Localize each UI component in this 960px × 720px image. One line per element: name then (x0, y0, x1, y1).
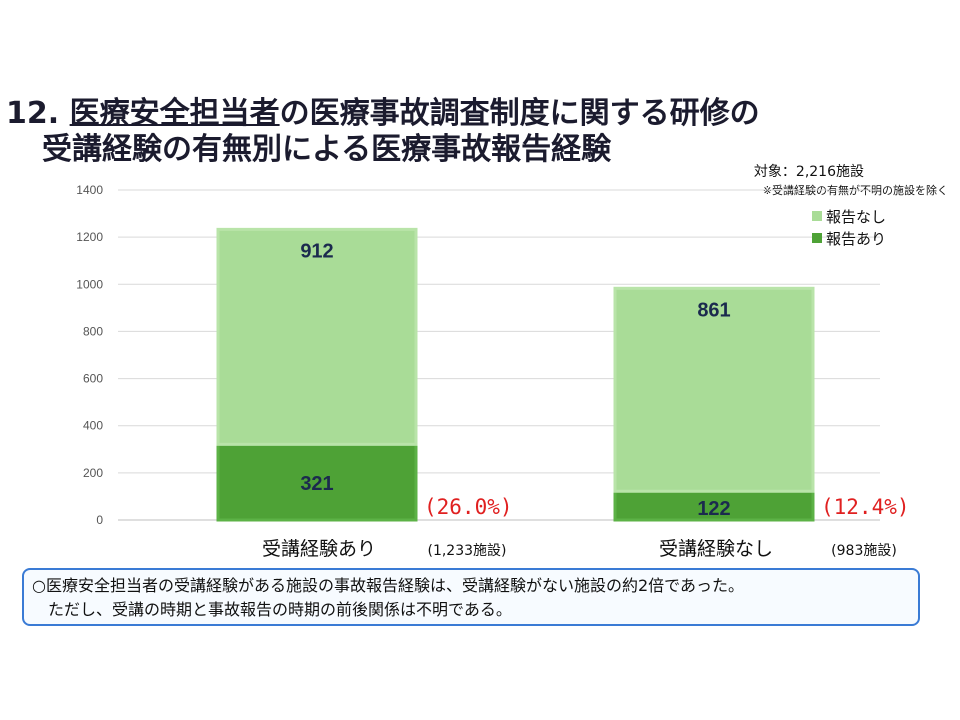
category-label: 受講経験あり (262, 538, 376, 560)
conclusion-line1: ○医療安全担当者の受講経験がある施設の事故報告経験は、受講経験がない施設の約2倍… (32, 576, 744, 595)
bar-segment-report-none (216, 227, 418, 446)
title-underlined: 医療安全担当者 (69, 96, 280, 131)
conclusion-box: ○医療安全担当者の受講経験がある施設の事故報告経験は、受講経験がない施設の約2倍… (22, 568, 920, 626)
chart-subtitle: 対象：2,216施設 (753, 164, 864, 180)
y-tick-label: 1400 (76, 183, 103, 197)
legend-label: 報告なし (826, 208, 886, 226)
bars (216, 227, 815, 522)
bar-segment-report-yes (216, 442, 418, 522)
category-count: (1,233施設) (427, 543, 506, 559)
category-labels: 受講経験あり (1,233施設) 受講経験なし (983施設) (262, 538, 897, 560)
y-tick-label: 1000 (76, 277, 103, 291)
conclusion-line2: ただし、受講の時期と事故報告の時期の前後関係は不明である。 (48, 600, 512, 619)
percent-label: (12.4%) (821, 495, 910, 519)
data-label-report-none: 861 (697, 299, 730, 321)
data-label-report-yes: 321 (300, 473, 333, 495)
title-line1-rest: の医療事故調査制度に関する研修の (279, 96, 760, 131)
data-label-report-none: 912 (300, 240, 333, 262)
legend-swatch (812, 233, 822, 243)
data-label-report-yes: 122 (697, 498, 730, 520)
title-line2: 受講経験の有無別による医療事故報告経験 (42, 132, 612, 167)
y-tick-label: 600 (83, 372, 103, 386)
category-count: (983施設) (831, 543, 897, 559)
bar-segment-report-none (613, 286, 815, 493)
y-tick-labels: 0 200 400 600 800 1000 1200 1400 (76, 183, 103, 527)
data-labels: 912 321 (26.0%) 861 122 (12.4%) (300, 240, 909, 520)
y-tick-label: 1200 (76, 230, 103, 244)
percent-label: (26.0%) (424, 495, 513, 519)
y-tick-label: 400 (83, 419, 103, 433)
bar-segment-report-yes (613, 489, 815, 522)
legend-swatch (812, 211, 822, 221)
y-tick-label: 800 (83, 324, 103, 338)
page-title: 12. 医療安全担当者の医療事故調査制度に関する研修の 受講経験の有無別による医… (6, 96, 760, 168)
y-tick-label: 200 (83, 466, 103, 480)
title-number: 12. (6, 96, 60, 131)
y-tick-label: 0 (96, 513, 103, 527)
category-label: 受講経験なし (659, 538, 773, 560)
legend-label: 報告あり (826, 230, 886, 248)
